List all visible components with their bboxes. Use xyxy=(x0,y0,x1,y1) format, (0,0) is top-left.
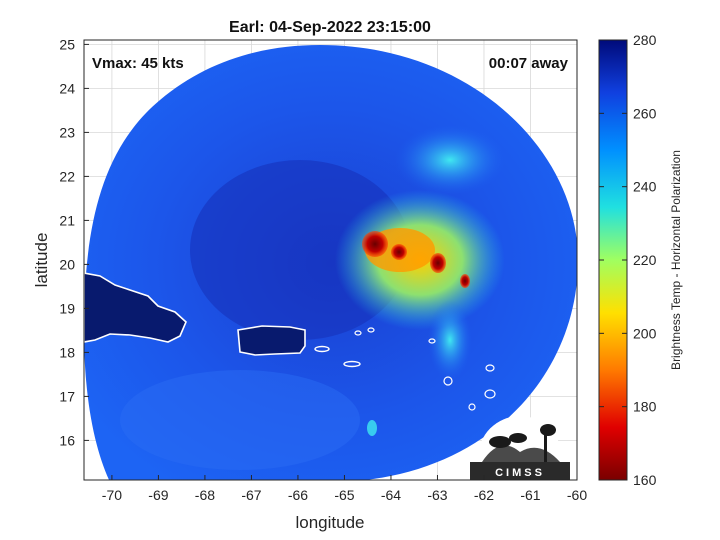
x-tick-label: -70 xyxy=(102,487,122,503)
virgin-islands-coast xyxy=(343,360,361,368)
logo-text: CIMSS xyxy=(495,467,545,479)
storm-outer-band xyxy=(395,125,505,195)
y-tick-label: 20 xyxy=(59,256,75,272)
colorbar-tick-label: 280 xyxy=(633,32,657,48)
colorbar-tick-label: 180 xyxy=(633,399,657,415)
island-coast-5 xyxy=(485,364,495,372)
x-tick-label: -62 xyxy=(474,487,494,503)
cimss-logo: CIMSS xyxy=(470,416,570,480)
logo-tower xyxy=(544,434,547,462)
x-tick-label: -66 xyxy=(288,487,308,503)
colorbar-tick-label: 200 xyxy=(633,325,657,341)
map-title: Earl: 04-Sep-2022 23:15:00 xyxy=(229,19,431,36)
y-tick-label: 19 xyxy=(59,300,75,316)
x-tick-label: -67 xyxy=(241,487,261,503)
x-axis-ticks: -70 -69 -68 -67 -66 -65 -64 -63 -62 -61 -60 xyxy=(102,475,587,503)
colorbar-ticks: 280 260 240 220 200 180 160 xyxy=(599,32,657,488)
colorbar-tick-label: 240 xyxy=(633,179,657,195)
y-tick-label: 23 xyxy=(59,124,75,140)
logo-dish-1 xyxy=(489,436,511,448)
logo-banner xyxy=(470,462,570,480)
warm-core-2 xyxy=(391,244,407,260)
y-tick-label: 25 xyxy=(59,36,75,52)
x-axis-label: longitude xyxy=(295,513,364,532)
swath-image: CIMSS xyxy=(84,45,577,480)
vmax-label: Vmax: 45 kts xyxy=(92,55,184,72)
x-tick-label: -60 xyxy=(567,487,587,503)
island-coast-7 xyxy=(468,403,476,411)
y-axis-ticks: 25 24 23 22 21 20 19 18 17 16 xyxy=(59,36,89,448)
y-tick-label: 21 xyxy=(59,212,75,228)
warm-core-1 xyxy=(362,231,388,257)
cyan-spot xyxy=(367,420,377,436)
colorbar-tick-label: 160 xyxy=(633,472,657,488)
logo-dish-2 xyxy=(509,433,527,443)
x-tick-label: -68 xyxy=(195,487,215,503)
hispaniola-land xyxy=(84,272,187,343)
island-coast-3 xyxy=(428,338,436,344)
warm-core-3 xyxy=(430,253,446,273)
vieques-coast xyxy=(314,345,330,353)
x-tick-label: -63 xyxy=(427,487,447,503)
colorbar-tick-label: 260 xyxy=(633,105,657,121)
y-tick-label: 24 xyxy=(59,80,75,96)
x-tick-label: -61 xyxy=(520,487,540,503)
x-tick-label: -69 xyxy=(148,487,168,503)
y-tick-label: 18 xyxy=(59,344,75,360)
colorbar-label: Brightness Temp - Horizontal Polarizatio… xyxy=(669,150,683,370)
logo-tank xyxy=(540,424,556,436)
storm-tail-band xyxy=(428,300,472,380)
swath-light-band xyxy=(120,370,360,470)
x-tick-label: -65 xyxy=(334,487,354,503)
island-coast-6 xyxy=(484,389,496,399)
y-tick-label: 17 xyxy=(59,388,75,404)
y-tick-label: 22 xyxy=(59,168,75,184)
colorbar-tick-label: 220 xyxy=(633,252,657,268)
y-axis-label: latitude xyxy=(32,233,51,288)
y-tick-label: 16 xyxy=(59,432,75,448)
island-coast-2 xyxy=(367,327,375,333)
warm-core-4 xyxy=(460,274,470,288)
puerto-rico-land xyxy=(237,325,306,356)
island-coast-1 xyxy=(354,330,362,336)
x-tick-label: -64 xyxy=(381,487,401,503)
time-away-label: 00:07 away xyxy=(489,55,569,72)
logo-hill xyxy=(482,445,560,462)
island-coast-4 xyxy=(443,376,453,386)
axes-frame xyxy=(83,39,578,481)
